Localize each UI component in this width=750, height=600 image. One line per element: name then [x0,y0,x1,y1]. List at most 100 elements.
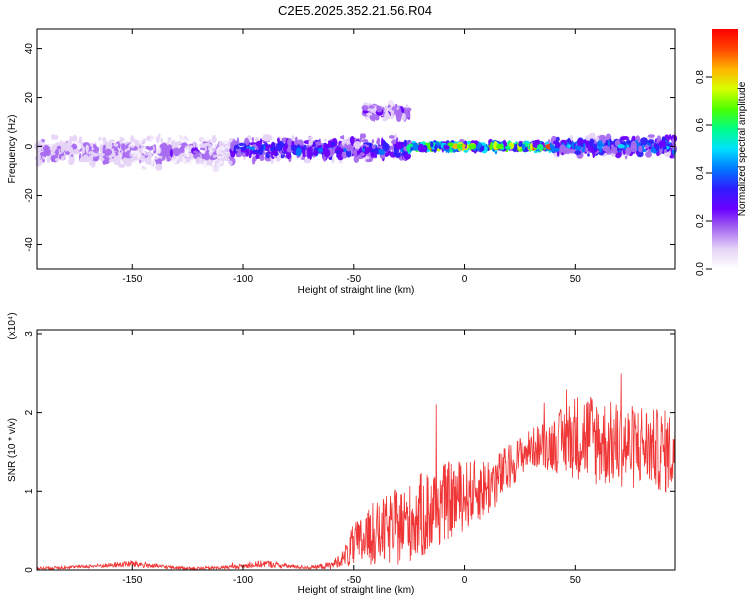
spectrogram-cell [201,92,206,98]
colorbar-ticks: 0.0 0.2 0.4 0.6 0.8 [695,70,712,276]
spectrogram-cell [307,136,314,140]
spectrogram-cell [252,149,261,153]
spectrogram-cell [462,143,466,151]
spectrogram-cell [165,115,173,122]
spectrogram-cell [391,107,395,111]
spectrogram-y-tick-label: 40 [24,43,35,55]
spectrogram-cell [111,157,120,162]
spectrogram-cell [147,151,153,161]
spectrogram-cell [161,187,164,193]
spectrogram-cell [122,157,128,165]
spectrogram-cell [185,149,190,158]
spectrogram-cell [166,220,171,225]
spectrogram-cell [230,142,234,151]
spectrogram-cell [151,182,155,189]
snr-y-tick-label: 2 [24,409,35,415]
spectrogram-cell [192,55,198,64]
spectrogram-cell [208,144,216,153]
snr-x-tick-label: 0 [462,575,468,586]
spectrogram-cell [39,134,43,139]
spectrogram-cell [249,146,256,151]
spectrogram-cell [172,147,181,157]
spectrogram-cell [518,142,523,148]
spectrogram-cell [456,144,462,149]
spectrogram-cell [105,141,113,150]
spectrogram-cell [287,138,293,146]
spectrogram-cells [33,55,678,236]
spectrogram-cell [630,140,637,150]
spectrogram-cell [152,146,155,152]
spectrogram-cell [175,140,183,145]
spectrogram-cell [339,143,343,149]
spectrogram-cell [669,134,672,140]
spectrogram-cell [203,112,206,119]
spectrogram-cell [315,141,322,146]
spectrogram-cell [152,120,160,128]
spectrogram-cell [138,139,143,144]
spectrogram-cell [313,141,316,147]
spectrogram-cell [55,148,59,157]
spectrogram-cell [68,138,73,143]
spectrogram-cell [201,224,204,231]
spectrogram-cell [647,149,652,153]
spectrogram-x-tick-label: -150 [122,274,142,285]
spectrogram-cell [617,144,625,149]
spectrogram-cell [555,136,560,142]
spectrogram-cell [149,176,152,183]
spectrogram-cell [50,156,55,162]
snr-x-tick-label: -150 [122,575,142,586]
spectrogram-cell [223,111,227,119]
spectrogram-cell [371,139,375,144]
colorbar-tick-label: 0.0 [695,262,706,276]
spectrogram-cell [92,160,96,166]
spectrogram-cell [255,153,260,159]
spectrogram-cell [323,143,329,149]
spectrogram-cell [382,142,390,152]
spectrogram-x-tick-label: -100 [233,274,253,285]
spectrogram-cell [211,134,217,144]
spectrogram-cell [56,145,62,150]
spectrogram-cell [653,148,656,154]
spectrogram-cell [593,143,598,151]
spectrogram-cell [365,158,373,163]
spectrogram-cell [401,113,406,122]
spectrogram-cell [602,145,611,152]
spectrogram-cell [109,139,116,143]
spectrogram-cell [364,147,372,152]
spectrogram-cell [132,126,138,134]
spectrogram-cell [403,139,408,147]
spectrogram-cell [277,137,280,144]
spectrogram-cell [155,146,162,154]
spectrogram-cell [184,161,192,166]
spectrogram-cell [368,105,375,109]
spectrogram-cell [178,114,181,121]
spectrogram-cell [196,163,204,170]
spectrogram-cell [361,139,369,143]
spectrogram-cell [195,99,203,105]
spectrogram-cell [385,152,388,158]
spectrogram-cell [589,138,595,147]
spectrogram-cell [202,130,208,139]
colorbar-tick-label: 0.8 [695,70,706,84]
spectrogram-y-tick-label: 0 [24,143,35,149]
spectrogram-cell [664,149,667,153]
spectrogram-cell [190,199,195,207]
spectrogram-cell [137,152,141,160]
spectrogram-cell [412,142,419,151]
spectrogram-cell [505,145,511,150]
spectrogram-cell [359,152,365,157]
spectrogram-cell [495,143,504,150]
colorbar-tick-label: 0.4 [695,166,706,180]
snr-y-tick-label: 1 [24,488,35,494]
spectrogram-cell [203,160,207,166]
spectrogram-cell [129,108,137,115]
spectrogram-cell [184,138,188,143]
spectrogram-cell [34,162,41,168]
spectrogram-cell [195,126,199,133]
spectrogram-cell [330,141,336,147]
spectrogram-cell [227,101,234,105]
spectrogram-cell [601,134,607,144]
spectrogram-cell [331,155,335,164]
spectrogram-cell [164,137,169,143]
spectrogram-cell [295,147,302,157]
